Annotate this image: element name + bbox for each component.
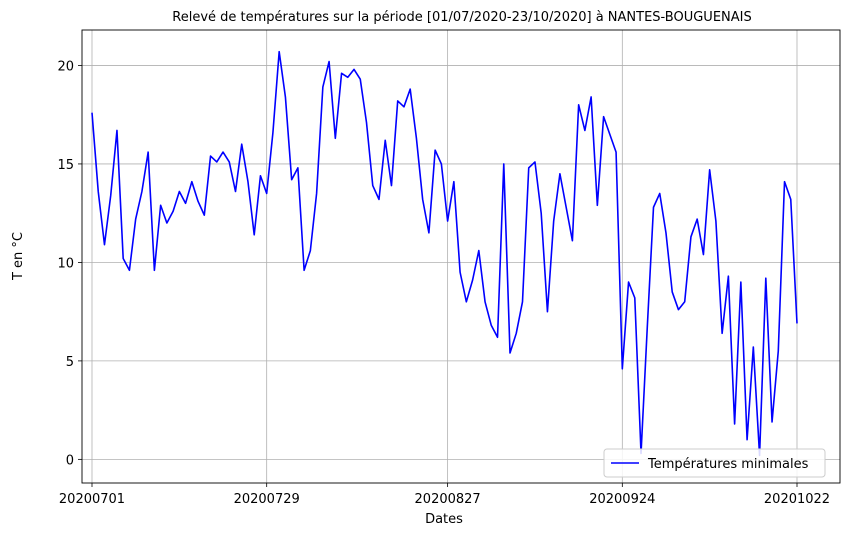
chart-title: Relevé de températures sur la période [0… [172,10,751,25]
y-tick-label: 15 [57,158,74,173]
y-axis-ticks: 0 5 10 15 20 [57,59,82,468]
x-tick-label: 20200924 [589,492,655,507]
legend: Températures minimales [603,448,826,478]
plot-area-frame [81,29,841,484]
legend-label: Températures minimales [647,457,809,472]
x-tick-label: 20200827 [415,492,481,507]
y-tick-label: 10 [57,256,74,271]
x-tick-label: 20200701 [59,492,125,507]
x-tick-label: 20201022 [764,492,830,507]
y-tick-label: 20 [57,59,74,74]
series-line-temperatures-minimales [91,50,798,457]
x-axis-ticks: 20200701 20200729 20200827 20200924 20201022 [59,483,830,507]
x-axis-label: Dates [425,512,463,527]
grid-lines [82,30,840,483]
y-tick-label: 0 [66,453,74,468]
y-tick-label: 5 [66,355,74,370]
x-tick-label: 20200729 [234,492,300,507]
legend-box [603,448,826,478]
y-axis-label: T en °C [11,232,26,281]
